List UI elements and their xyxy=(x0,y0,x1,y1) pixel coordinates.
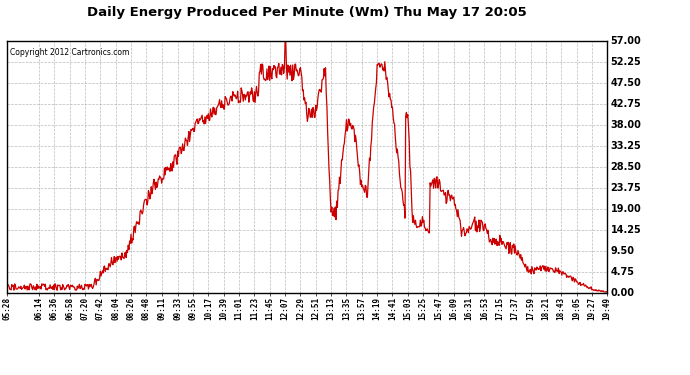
Text: 47.50: 47.50 xyxy=(611,78,642,88)
Text: 9.50: 9.50 xyxy=(611,246,635,256)
Text: 52.25: 52.25 xyxy=(611,57,642,67)
Text: 14.25: 14.25 xyxy=(611,225,642,235)
Text: Daily Energy Produced Per Minute (Wm) Thu May 17 20:05: Daily Energy Produced Per Minute (Wm) Th… xyxy=(87,6,527,19)
Text: 23.75: 23.75 xyxy=(611,183,642,193)
Text: 19.00: 19.00 xyxy=(611,204,642,214)
Text: 4.75: 4.75 xyxy=(611,267,635,277)
Text: Copyright 2012 Cartronics.com: Copyright 2012 Cartronics.com xyxy=(10,48,129,57)
Text: 38.00: 38.00 xyxy=(611,120,642,130)
Text: 28.50: 28.50 xyxy=(611,162,642,172)
Text: 42.75: 42.75 xyxy=(611,99,642,109)
Text: 0.00: 0.00 xyxy=(611,288,635,297)
Text: 33.25: 33.25 xyxy=(611,141,642,151)
Text: 57.00: 57.00 xyxy=(611,36,642,46)
